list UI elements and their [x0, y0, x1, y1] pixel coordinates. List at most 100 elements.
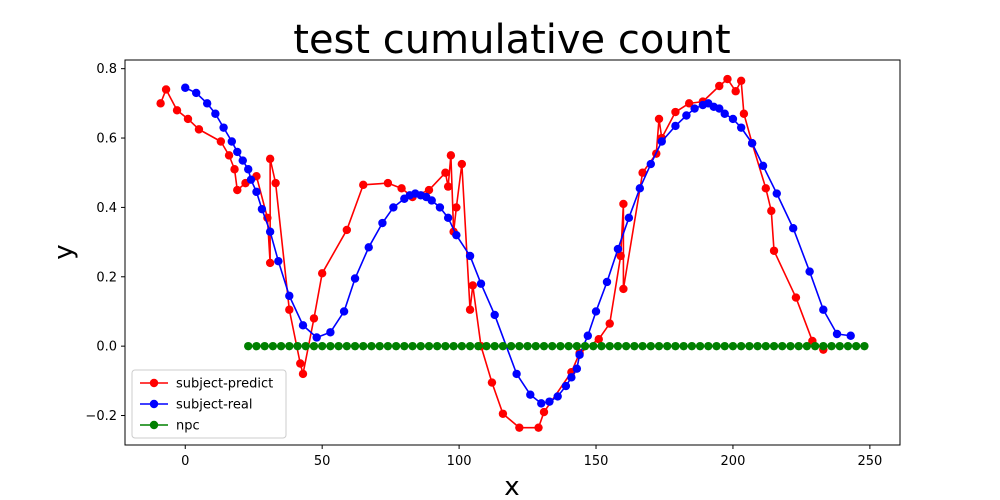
data-point: [556, 341, 565, 351]
data-point: [156, 99, 165, 108]
data-point: [309, 341, 319, 351]
data-point: [769, 246, 779, 255]
data-point: [564, 341, 573, 351]
x-tick-label: 250: [857, 454, 882, 469]
plot-area: [156, 74, 869, 432]
data-point: [476, 279, 486, 288]
data-point: [457, 341, 467, 351]
data-point: [468, 281, 477, 290]
data-point: [172, 106, 182, 115]
data-point: [211, 109, 220, 118]
data-point: [452, 203, 461, 212]
data-point: [531, 341, 540, 351]
data-point: [572, 341, 582, 351]
data-point: [375, 341, 384, 351]
data-point: [720, 109, 729, 118]
data-point: [654, 114, 664, 124]
y-tick-label: 0.2: [96, 270, 117, 285]
data-point: [309, 314, 319, 323]
data-point: [515, 341, 524, 351]
data-point: [359, 180, 368, 190]
data-point: [671, 121, 680, 131]
data-point: [326, 341, 335, 351]
data-point: [265, 227, 275, 236]
data-point: [443, 182, 453, 191]
series-subject-real: [181, 83, 855, 408]
data-point: [791, 293, 801, 302]
data-point: [161, 85, 171, 94]
data-point: [597, 341, 606, 351]
x-tick-label: 200: [721, 454, 746, 469]
data-point: [252, 187, 261, 196]
data-point: [860, 341, 869, 351]
data-point: [487, 378, 497, 387]
data-point: [523, 341, 532, 351]
data-point: [238, 156, 247, 165]
data-point: [583, 331, 593, 340]
x-tick-label: 50: [314, 454, 331, 469]
chart-title: test cumulative count: [293, 17, 730, 63]
data-point: [424, 341, 434, 351]
data-point: [723, 74, 732, 84]
data-point: [192, 88, 201, 98]
data-point: [285, 291, 294, 301]
legend-label: subject-predict: [176, 377, 273, 392]
data-point: [233, 185, 242, 195]
data-point: [802, 341, 812, 351]
data-point: [745, 341, 754, 351]
data-point: [646, 159, 655, 169]
series-subject-predict: [156, 74, 828, 432]
data-point: [761, 341, 771, 351]
y-tick-label: 0.6: [96, 132, 117, 147]
data-point: [786, 341, 795, 351]
legend-swatch-marker: [149, 420, 159, 430]
data-point: [769, 341, 779, 351]
data-point: [432, 341, 442, 351]
data-point: [224, 151, 234, 160]
data-point: [602, 277, 612, 287]
data-point: [810, 341, 820, 351]
data-point: [704, 341, 713, 351]
y-axis: −0.2 0.0 0.2 0.4 0.6 0.8: [85, 62, 125, 424]
data-point: [684, 99, 694, 108]
data-point: [326, 328, 335, 337]
data-point: [515, 423, 524, 432]
data-point: [843, 341, 853, 351]
x-tick-label: 100: [447, 454, 472, 469]
data-point: [317, 269, 327, 278]
data-point: [736, 341, 746, 351]
data-point: [605, 341, 614, 351]
data-point: [457, 159, 467, 169]
data-point: [216, 137, 226, 146]
data-point: [591, 307, 601, 316]
data-point: [621, 341, 631, 351]
data-point: [350, 341, 360, 351]
data-point: [298, 321, 308, 330]
data-point: [465, 305, 475, 314]
data-point: [339, 307, 349, 316]
data-point: [832, 329, 842, 339]
data-point: [819, 341, 828, 351]
data-point: [682, 111, 691, 120]
data-point: [805, 267, 814, 276]
data-point: [350, 274, 360, 283]
data-point: [465, 341, 475, 351]
data-point: [846, 331, 855, 340]
data-point: [474, 341, 483, 351]
data-point: [512, 369, 521, 379]
data-point: [435, 203, 445, 212]
data-point: [285, 305, 294, 314]
data-point: [605, 319, 614, 328]
data-point: [720, 341, 729, 351]
legend-swatch-marker: [149, 399, 159, 409]
plot-frame: [124, 59, 901, 446]
data-point: [539, 407, 549, 417]
legend-label: npc: [176, 419, 200, 434]
data-point: [794, 341, 803, 351]
x-axis: 0 50 100 150 200 250: [181, 445, 882, 469]
data-point: [635, 184, 645, 193]
data-point: [268, 341, 278, 351]
data-point: [761, 184, 771, 193]
data-point: [767, 206, 776, 216]
data-point: [312, 333, 321, 342]
